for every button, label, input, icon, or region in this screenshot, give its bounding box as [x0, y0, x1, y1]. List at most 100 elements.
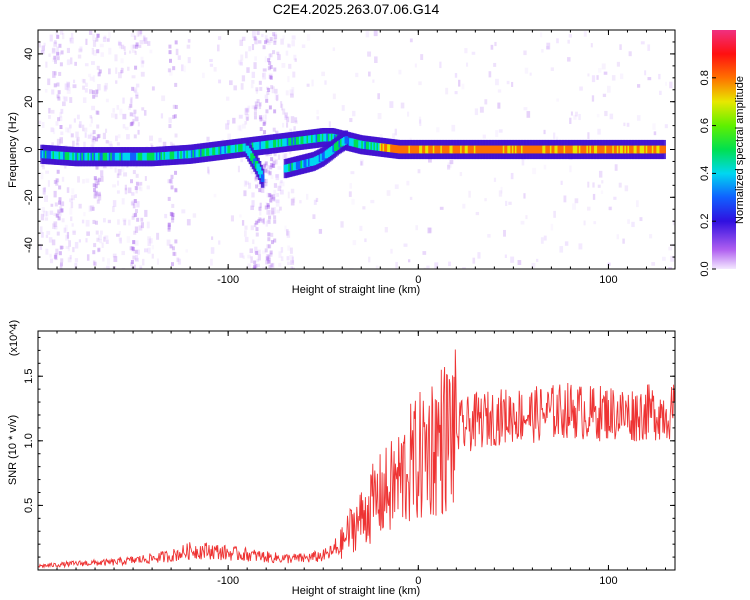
noise-speckle [139, 40, 144, 45]
noise-speckle [508, 201, 512, 205]
noise-speckle [264, 35, 268, 40]
noise-speckle [207, 169, 210, 175]
noise-streak [169, 179, 173, 184]
noise-speckle [121, 198, 125, 205]
noise-speckle [65, 234, 69, 241]
noise-speckle [61, 176, 65, 182]
noise-speckle [139, 30, 143, 35]
noise-streak [262, 122, 266, 127]
noise-speckle [495, 78, 499, 86]
noise-speckle [420, 54, 424, 60]
noise-speckle [133, 89, 137, 94]
noise-speckle [290, 198, 295, 206]
noise-streak [269, 36, 273, 41]
noise-speckle [318, 228, 323, 234]
noise-speckle [591, 95, 595, 102]
noise-speckle [289, 89, 294, 96]
noise-speckle [341, 105, 345, 111]
noise-speckle [262, 250, 266, 254]
noise-speckle [277, 166, 282, 170]
noise-speckle [63, 96, 68, 102]
y-tick-label: 0 [23, 146, 35, 152]
noise-speckle [281, 103, 284, 111]
noise-speckle [578, 113, 581, 121]
x-tick-label: 0 [415, 274, 421, 286]
noise-streak [57, 96, 61, 101]
noise-speckle [447, 164, 451, 170]
noise-speckle [468, 190, 471, 198]
noise-streak [273, 40, 277, 45]
noise-speckle [271, 210, 275, 216]
noise-speckle [207, 166, 210, 174]
noise-speckle [41, 121, 45, 128]
noise-speckle [55, 121, 59, 126]
noise-speckle [99, 230, 103, 235]
noise-speckle [273, 189, 277, 196]
y-tick-label: 0.5 [23, 498, 35, 513]
noise-speckle [451, 124, 456, 132]
noise-streak [167, 227, 171, 232]
noise-speckle [100, 176, 104, 182]
noise-streak [92, 130, 96, 135]
noise-speckle [108, 68, 111, 75]
noise-speckle [647, 77, 652, 81]
noise-speckle [122, 124, 126, 129]
noise-speckle [81, 78, 85, 82]
noise-speckle [48, 107, 51, 114]
noise-speckle [289, 254, 294, 261]
noise-speckle [59, 112, 62, 118]
noise-speckle [41, 207, 45, 213]
noise-speckle [497, 102, 501, 109]
noise-speckle [93, 50, 97, 56]
noise-streak [265, 109, 269, 114]
noise-speckle [472, 257, 476, 264]
noise-speckle [567, 39, 570, 44]
noise-speckle [244, 236, 249, 243]
noise-speckle [574, 198, 579, 204]
noise-speckle [280, 101, 283, 108]
noise-streak [267, 66, 271, 71]
noise-speckle [523, 193, 526, 199]
noise-speckle [265, 221, 268, 227]
noise-speckle [122, 97, 125, 104]
noise-speckle [267, 257, 271, 264]
noise-speckle [614, 164, 618, 171]
noise-streak [171, 203, 175, 208]
snr-y-axis-label: SNR (10 * v/v) [7, 415, 19, 485]
noise-speckle [573, 114, 577, 120]
noise-speckle [249, 164, 254, 171]
noise-streak [255, 104, 259, 109]
noise-streak [253, 260, 257, 265]
noise-speckle [69, 97, 73, 103]
noise-speckle [248, 182, 252, 189]
noise-streak [96, 33, 100, 38]
noise-speckle [587, 181, 590, 188]
noise-streak [94, 220, 98, 225]
noise-speckle [114, 167, 117, 173]
noise-speckle [210, 258, 213, 266]
noise-speckle [144, 209, 148, 217]
noise-speckle [66, 81, 70, 87]
noise-streak [264, 40, 268, 45]
noise-speckle [139, 265, 143, 269]
noise-speckle [368, 256, 371, 263]
noise-speckle [143, 37, 148, 44]
noise-streak [253, 265, 257, 269]
noise-speckle [99, 43, 104, 48]
noise-speckle [517, 260, 522, 265]
noise-speckle [607, 262, 611, 266]
noise-streak [267, 259, 271, 264]
noise-speckle [259, 210, 262, 216]
noise-speckle [349, 183, 353, 189]
noise-speckle [659, 90, 662, 95]
noise-speckle [140, 71, 145, 77]
noise-speckle [277, 185, 282, 191]
noise-speckle [367, 51, 372, 57]
noise-streak [130, 262, 134, 267]
noise-speckle [94, 177, 98, 184]
noise-streak [174, 188, 178, 193]
noise-speckle [439, 206, 444, 210]
noise-streak [132, 240, 136, 245]
noise-speckle [279, 206, 282, 211]
noise-speckle [255, 89, 259, 94]
